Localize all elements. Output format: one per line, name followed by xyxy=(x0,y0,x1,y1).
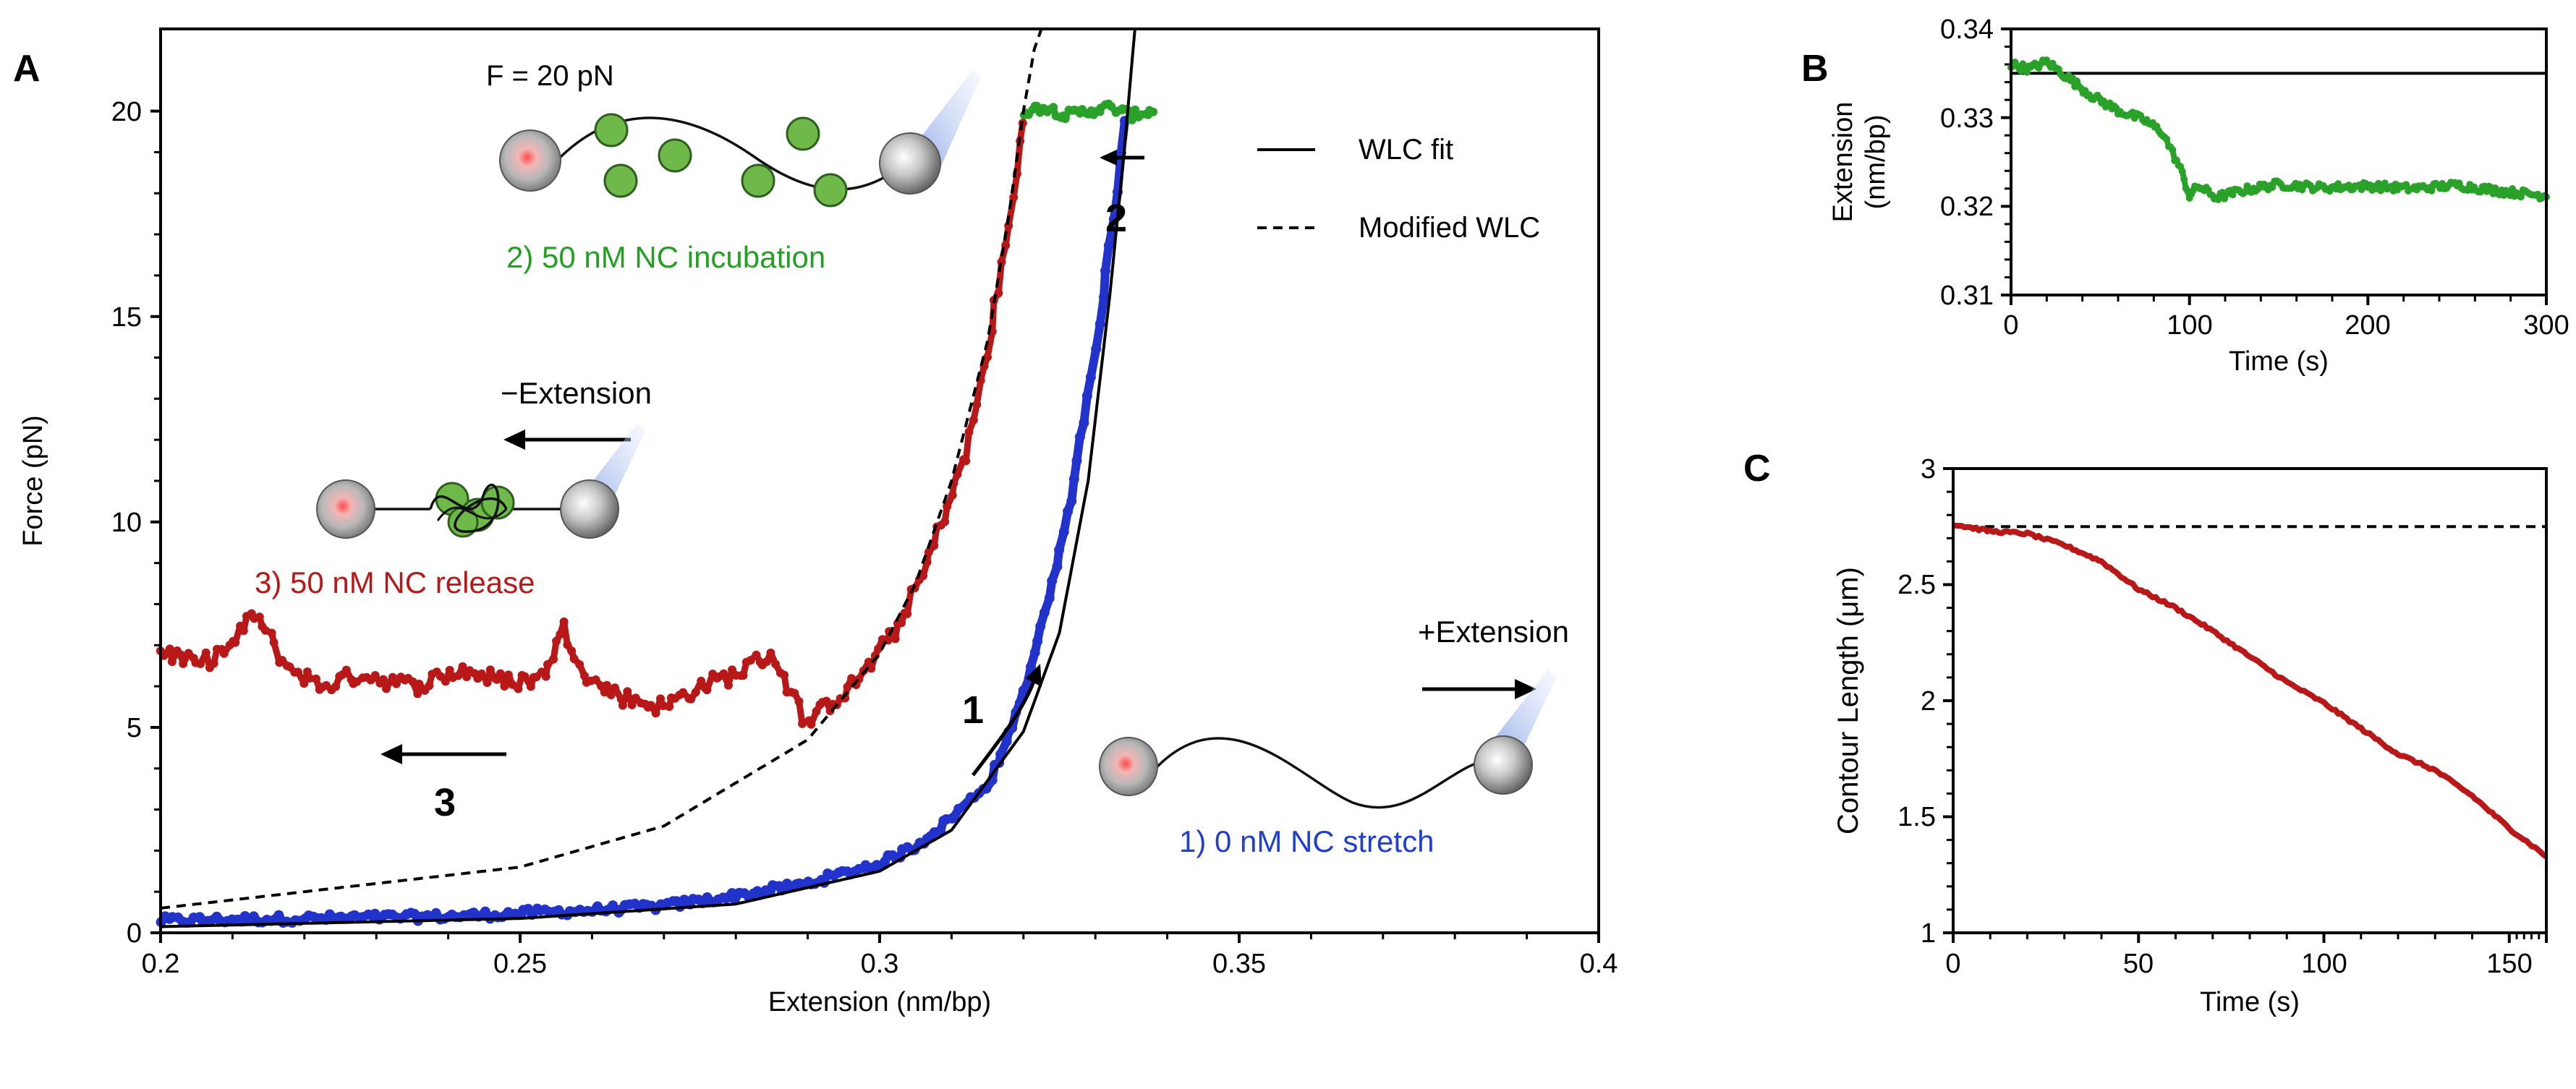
release-label: 3) 50 nM NC release xyxy=(255,565,535,599)
a-xtick-0.3: 0.3 xyxy=(861,949,899,979)
c-ytick-1.5: 1.5 xyxy=(1897,802,1936,832)
panel-a-chart: 0 5 10 15 20 0.2 0.25 0.3 0.35 0.4 Exten… xyxy=(18,27,1618,1017)
force-label: F = 20 pN xyxy=(486,60,614,92)
c-xtick-150: 150 xyxy=(2486,949,2532,979)
incubation-illustration: F = 20 pN 2) 50 nM NC incubation xyxy=(486,60,981,274)
nc-dna-condensate-icon xyxy=(429,482,515,538)
step-2-label: 2 xyxy=(1105,197,1127,240)
c-ytick-2.5: 2.5 xyxy=(1897,570,1936,600)
c-x-axis-label: Time (s) xyxy=(2200,987,2300,1017)
a-xtick-0.2: 0.2 xyxy=(142,949,180,979)
panel-b-frame xyxy=(2010,27,2548,296)
step-1-arrow xyxy=(972,679,1037,777)
modified-wlc-curve xyxy=(160,28,1043,910)
minus-extension-arrowhead xyxy=(503,430,525,450)
panel-c-frame xyxy=(1952,467,2548,934)
panel-a-y-tick-labels: 0 5 10 15 20 xyxy=(111,97,142,949)
b-ytick-0.31: 0.31 xyxy=(1940,281,1994,311)
panel-b-chart: 0.31 0.32 0.33 0.34 0 100 200 300 Time (… xyxy=(1828,14,2569,377)
nc-protein-icon xyxy=(594,113,629,148)
b-ytick-0.34: 0.34 xyxy=(1940,14,1994,45)
panel-c-data xyxy=(1952,522,2549,859)
plus-extension-arrowhead xyxy=(1515,679,1536,699)
a-xtick-0.4: 0.4 xyxy=(1580,949,1618,979)
c-ytick-2: 2 xyxy=(1921,686,1936,717)
panel-a-data xyxy=(156,28,1158,928)
data-series-green xyxy=(1021,101,1155,124)
panel-label-c: C xyxy=(1743,448,1771,490)
plus-extension-label: +Extension xyxy=(1418,615,1569,649)
nc-protein-icon xyxy=(741,163,775,198)
step-1-arrowhead xyxy=(1026,664,1042,687)
b-x-axis-label: Time (s) xyxy=(2229,346,2329,377)
panel-b-data xyxy=(2007,56,2550,203)
b-ytick-0.32: 0.32 xyxy=(1940,192,1994,222)
a-ytick-20: 20 xyxy=(111,97,142,127)
red-bead-icon xyxy=(1099,737,1158,796)
c-ytick-1: 1 xyxy=(1921,918,1936,949)
grey-bead-icon xyxy=(1474,735,1533,795)
dna-strand xyxy=(1156,737,1491,809)
incubation-label: 2) 50 nM NC incubation xyxy=(506,240,825,274)
panel-c-chart: 1 1.5 2 2.5 3 0 50 100 150 Time (s) Cont… xyxy=(1832,454,2549,1017)
a-ytick-5: 5 xyxy=(127,713,142,743)
b-y-axis-label-line2: (nm/bp) xyxy=(1861,115,1891,210)
step-1-label: 1 xyxy=(962,688,984,732)
b-xtick-300: 300 xyxy=(2523,310,2569,341)
b-ytick-0.33: 0.33 xyxy=(1940,103,1994,134)
c-ytick-3: 3 xyxy=(1921,454,1936,484)
contour-length-trace xyxy=(1952,522,2549,859)
step-3-arrowhead xyxy=(381,744,402,764)
step-3-label: 3 xyxy=(434,781,456,824)
panel-b-y-tick-labels: 0.31 0.32 0.33 0.34 xyxy=(1940,14,1994,311)
panel-a-x-tick-labels: 0.2 0.25 0.3 0.35 0.4 xyxy=(142,949,1618,979)
panel-c-x-tick-labels: 0 50 100 150 xyxy=(1945,949,2532,979)
panel-c-ticks xyxy=(1943,467,2548,943)
extension-trace xyxy=(2009,57,2548,202)
minus-extension-label: −Extension xyxy=(501,376,652,410)
b-xtick-200: 200 xyxy=(2345,310,2390,341)
c-xtick-100: 100 xyxy=(2301,949,2347,979)
panel-a-legend: WLC fit Modified WLC xyxy=(1257,134,1540,244)
legend-modified-wlc-label: Modified WLC xyxy=(1359,212,1540,244)
grey-bead-icon xyxy=(879,132,941,195)
a-ytick-15: 15 xyxy=(111,302,142,333)
stretch-illustration: +Extension 1) 0 nM NC stretch xyxy=(1099,615,1569,858)
panel-b-ticks xyxy=(2001,27,2548,305)
wlc-fit-curve xyxy=(160,28,1136,928)
nc-protein-icons xyxy=(594,113,848,208)
panel-c-y-tick-labels: 1 1.5 2 2.5 3 xyxy=(1897,454,1936,949)
c-xtick-0: 0 xyxy=(1945,949,1960,979)
a-ytick-0: 0 xyxy=(127,918,142,949)
nc-protein-icon xyxy=(786,116,820,151)
step-markers: 1 2 3 xyxy=(381,150,1144,824)
a-xtick-0.25: 0.25 xyxy=(493,949,547,979)
grey-bead-icon xyxy=(560,479,619,539)
a-x-axis-label: Extension (nm/bp) xyxy=(768,987,991,1017)
stretch-label: 1) 0 nM NC stretch xyxy=(1179,824,1434,858)
panel-label-a: A xyxy=(13,48,41,90)
b-xtick-100: 100 xyxy=(2167,310,2212,341)
panel-label-b: B xyxy=(1801,48,1829,90)
red-bead-icon xyxy=(499,129,561,192)
a-y-axis-label: Force (pN) xyxy=(18,415,48,547)
c-y-axis-label: Contour Length (μm) xyxy=(1832,567,1864,834)
c-xtick-50: 50 xyxy=(2123,949,2154,979)
step-2-arrowhead xyxy=(1100,150,1117,166)
data-series-red xyxy=(158,122,1026,728)
panel-b-x-tick-labels: 0 100 200 300 xyxy=(2003,310,2569,341)
nc-protein-icon xyxy=(603,163,638,198)
a-ytick-10: 10 xyxy=(111,508,142,538)
panel-a-frame xyxy=(159,27,1600,934)
red-bead-icon xyxy=(316,479,375,539)
legend-wlc-fit-label: WLC fit xyxy=(1359,134,1453,166)
nc-protein-icon xyxy=(658,138,692,173)
nc-protein-icon xyxy=(813,173,848,208)
b-xtick-0: 0 xyxy=(2003,310,2018,341)
release-illustration: −Extension 3) 50 nM NC release xyxy=(255,376,652,599)
b-y-axis-label-line1: Extension xyxy=(1828,102,1858,223)
a-xtick-0.35: 0.35 xyxy=(1212,949,1266,979)
